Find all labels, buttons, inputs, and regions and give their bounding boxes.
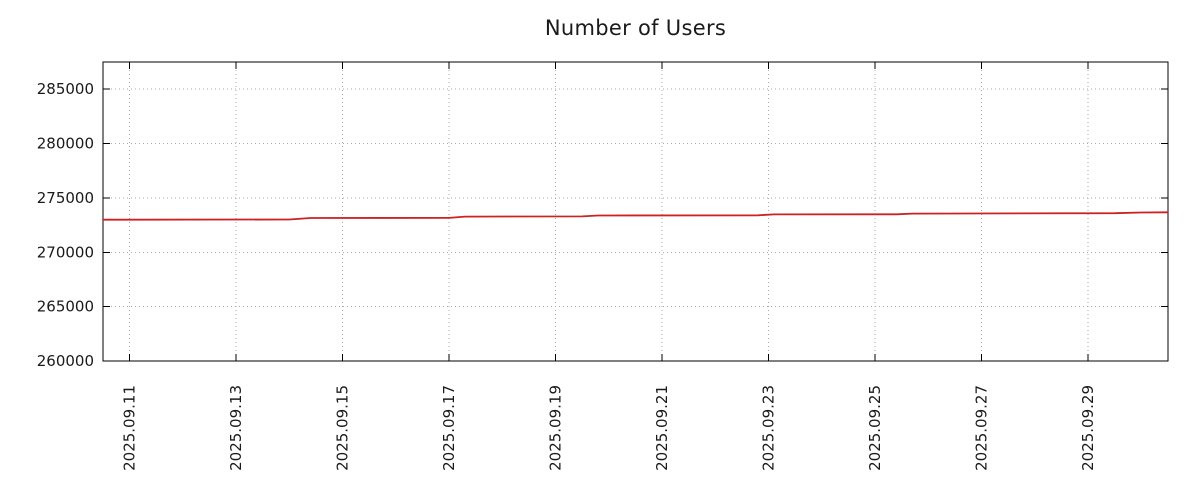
y-tick-label: 275000 xyxy=(37,189,94,207)
x-tick-label: 2025.09.13 xyxy=(227,385,245,471)
y-tick-label: 265000 xyxy=(37,298,94,316)
y-tick-label: 280000 xyxy=(37,135,94,153)
y-tick-label: 270000 xyxy=(37,243,94,261)
y-tick-label: 285000 xyxy=(37,80,94,98)
x-tick-label: 2025.09.15 xyxy=(334,385,352,471)
x-tick-label: 2025.09.23 xyxy=(760,385,778,471)
x-tick-label: 2025.09.11 xyxy=(121,385,139,471)
x-tick-label: 2025.09.25 xyxy=(866,385,884,471)
plot-border xyxy=(102,61,1169,362)
chart-title: Number of Users xyxy=(544,16,727,40)
x-tick-label: 2025.09.17 xyxy=(440,385,458,471)
y-tick-label: 260000 xyxy=(37,352,94,370)
x-tick-label: 2025.09.21 xyxy=(653,385,671,471)
series-line-number-of-users xyxy=(102,211,1169,221)
x-tick-label: 2025.09.19 xyxy=(547,385,565,471)
x-tick-label: 2025.09.29 xyxy=(1079,385,1097,471)
x-tick-label: 2025.09.27 xyxy=(973,385,991,471)
